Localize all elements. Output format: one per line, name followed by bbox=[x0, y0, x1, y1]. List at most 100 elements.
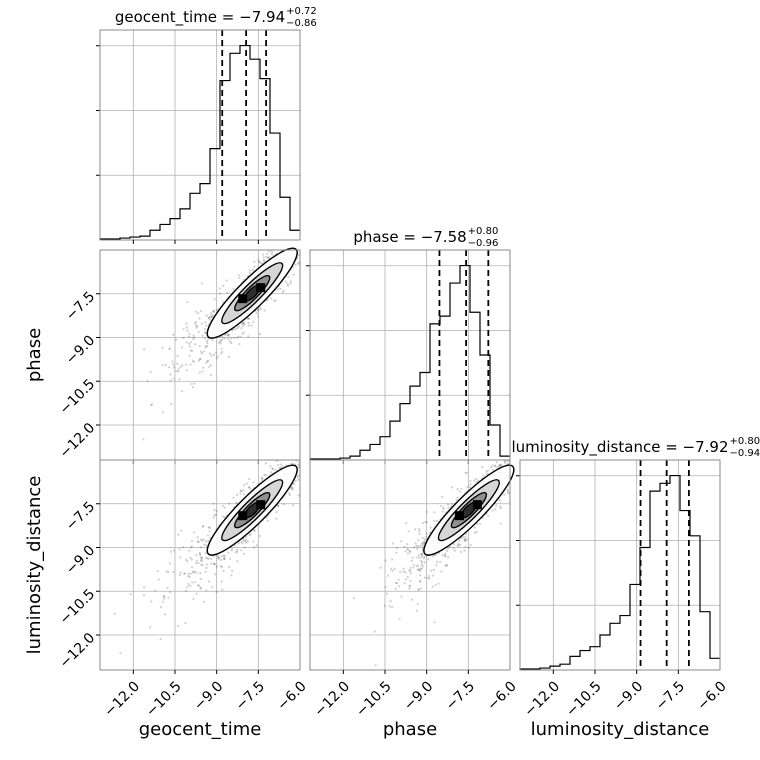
scatter-point bbox=[247, 324, 250, 327]
scatter-point bbox=[403, 545, 406, 549]
histogram-luminosity_distance bbox=[519, 474, 720, 670]
scatter-point bbox=[374, 664, 377, 667]
scatter-point bbox=[208, 530, 211, 533]
scatter-point bbox=[499, 522, 502, 525]
scatter-point bbox=[198, 358, 201, 361]
scatter-point bbox=[180, 346, 184, 349]
scatter-point bbox=[420, 555, 424, 558]
scatter-point bbox=[228, 340, 232, 343]
scatter-point bbox=[418, 532, 421, 535]
scatter-point bbox=[243, 546, 246, 549]
scatter-point bbox=[411, 598, 414, 601]
scatter-point bbox=[184, 363, 188, 366]
scatter-point bbox=[469, 479, 472, 483]
scatter-point bbox=[241, 332, 244, 335]
panel-frame bbox=[99, 29, 301, 241]
scatter-point bbox=[465, 538, 468, 541]
scatter-point bbox=[179, 571, 182, 574]
scatter-point bbox=[307, 238, 309, 240]
scatter-point bbox=[502, 452, 504, 454]
scatter-point bbox=[494, 508, 497, 511]
scatter-point bbox=[282, 289, 285, 292]
scatter-point bbox=[229, 557, 232, 560]
scatter-point bbox=[464, 539, 467, 542]
scatter-point bbox=[206, 344, 209, 348]
scatter-point bbox=[391, 569, 394, 572]
title-minus-error: −0.96 bbox=[468, 238, 499, 249]
scatter-point bbox=[302, 443, 304, 445]
scatter-point bbox=[292, 482, 296, 485]
scatter-point bbox=[516, 465, 518, 467]
scatter-point bbox=[213, 563, 217, 566]
scatter-point bbox=[433, 621, 436, 624]
scatter-point bbox=[184, 622, 187, 625]
scatter-point bbox=[206, 360, 209, 363]
scatter-point bbox=[198, 317, 201, 320]
scatter-point bbox=[230, 549, 233, 552]
scatter-point bbox=[311, 462, 313, 464]
scatter-point bbox=[413, 546, 416, 549]
scatter-point bbox=[478, 522, 482, 526]
scatter-point bbox=[304, 230, 306, 232]
density-peak-marker bbox=[238, 294, 248, 304]
scatter-point bbox=[311, 442, 313, 444]
scatter-point bbox=[316, 237, 318, 239]
scatter-point bbox=[208, 365, 211, 368]
scatter-point bbox=[397, 585, 400, 588]
y-tick-label: −10.5 bbox=[57, 376, 99, 418]
scatter-point bbox=[198, 552, 202, 555]
scatter-point bbox=[514, 461, 516, 463]
scatter-point bbox=[172, 363, 175, 366]
scatter-point bbox=[417, 568, 420, 571]
scatter-point bbox=[261, 477, 264, 480]
scatter-point bbox=[296, 475, 299, 479]
scatter-point bbox=[232, 328, 235, 331]
scatter-point bbox=[297, 253, 300, 257]
y-tick-label: −12.0 bbox=[57, 630, 99, 672]
scatter-point bbox=[421, 565, 424, 568]
scatter-point bbox=[405, 522, 408, 525]
scatter-point bbox=[268, 250, 271, 253]
scatter-point bbox=[288, 454, 290, 456]
scatter-point bbox=[197, 584, 200, 587]
scatter-point bbox=[221, 515, 225, 518]
scatter-point bbox=[456, 487, 459, 491]
scatter-point bbox=[180, 529, 183, 532]
scatter-point bbox=[290, 485, 293, 489]
scatter-point bbox=[214, 351, 218, 354]
scatter-point bbox=[215, 590, 218, 594]
scatter-point bbox=[220, 580, 223, 583]
scatter-point bbox=[425, 532, 428, 535]
scatter-point bbox=[306, 451, 308, 453]
scatter-point bbox=[425, 510, 429, 514]
scatter-point bbox=[149, 370, 152, 374]
scatter-point bbox=[494, 465, 497, 468]
scatter-point bbox=[295, 234, 297, 236]
x-tick-label: −12.0 bbox=[521, 678, 563, 720]
scatter-point bbox=[439, 504, 443, 508]
scatter-point bbox=[497, 464, 501, 467]
scatter-point bbox=[447, 507, 450, 510]
scatter-point bbox=[176, 355, 179, 358]
scatter-point bbox=[219, 558, 223, 561]
scatter-point bbox=[168, 591, 172, 594]
y-tick-label: −12.0 bbox=[57, 420, 99, 462]
scatter-point bbox=[276, 504, 280, 507]
scatter-point bbox=[142, 438, 145, 441]
scatter-point bbox=[201, 282, 204, 285]
scatter-point bbox=[220, 565, 224, 569]
scatter-point bbox=[207, 580, 210, 583]
scatter-point bbox=[266, 298, 269, 301]
scatter-point bbox=[208, 315, 211, 319]
scatter-point bbox=[506, 489, 509, 493]
scatter-point bbox=[265, 252, 269, 256]
scatter-point bbox=[495, 461, 498, 464]
scatter-point bbox=[236, 550, 239, 553]
scatter-point bbox=[297, 494, 300, 497]
scatter-point bbox=[463, 539, 467, 542]
scatter-point bbox=[504, 461, 507, 464]
scatter-point bbox=[195, 554, 198, 557]
scatter-point bbox=[221, 350, 224, 354]
scatter-point bbox=[189, 584, 192, 588]
scatter-point bbox=[244, 541, 247, 544]
